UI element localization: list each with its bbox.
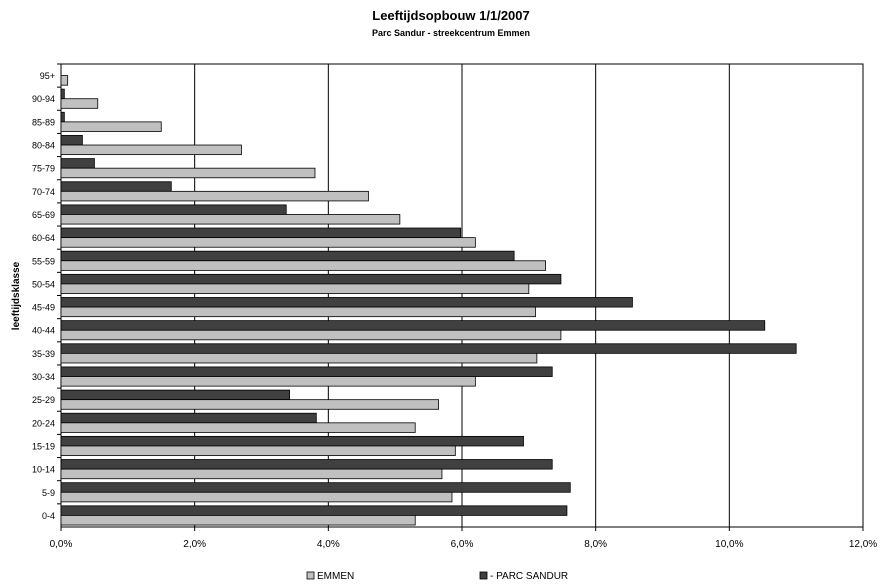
bars-group bbox=[60, 75, 797, 526]
y-tick-label: 15-19 bbox=[32, 441, 55, 451]
y-tick-label: 0-4 bbox=[42, 511, 55, 521]
y-tick-labels: 0-4 5-9 10-14 15-19 20-24 25-29 30-34 35-39 40-4… bbox=[32, 63, 61, 521]
chart-subtitle: Parc Sandur - streekcentrum Emmen bbox=[372, 28, 530, 38]
bar-emmen bbox=[60, 283, 530, 294]
bar-emmen bbox=[60, 468, 443, 480]
chart-title: Leeftijdsopbouw 1/1/2007 bbox=[372, 8, 530, 23]
bar-parc-sandur bbox=[60, 181, 172, 192]
legend-label-emmen: EMMEN bbox=[317, 571, 354, 582]
bar-emmen bbox=[60, 75, 69, 86]
bar-emmen bbox=[60, 352, 538, 364]
bar-emmen bbox=[60, 445, 456, 456]
bar-emmen bbox=[60, 376, 476, 387]
y-tick-label: 35-39 bbox=[32, 349, 55, 359]
bar-emmen bbox=[60, 399, 440, 410]
bar-parc-sandur bbox=[60, 135, 83, 146]
bar-parc-sandur bbox=[60, 459, 553, 470]
bar-emmen bbox=[60, 260, 546, 271]
x-tick-label: 6,0% bbox=[451, 539, 474, 550]
legend-label-parc-sandur: - PARC SANDUR bbox=[490, 571, 568, 582]
y-tick-label: 55-59 bbox=[32, 256, 55, 266]
bar-emmen bbox=[60, 121, 162, 132]
bar-emmen bbox=[60, 214, 401, 225]
x-tick-label: 0,0% bbox=[50, 539, 73, 550]
x-tick-label: 2,0% bbox=[183, 539, 206, 550]
x-tick-label: 8,0% bbox=[584, 539, 607, 550]
bar-parc-sandur bbox=[60, 412, 317, 424]
x-tick-label: 10,0% bbox=[715, 539, 743, 550]
bar-parc-sandur bbox=[60, 297, 633, 308]
bar-parc-sandur bbox=[60, 505, 568, 516]
y-tick-label: 65-69 bbox=[32, 210, 55, 220]
y-tick-label: 60-64 bbox=[32, 233, 55, 243]
bar-parc-sandur bbox=[60, 482, 571, 493]
bar-emmen bbox=[60, 237, 476, 248]
y-tick-label: 5-9 bbox=[42, 488, 55, 498]
y-tick-label: 80-84 bbox=[32, 141, 55, 151]
legend-swatch-parc-sandur bbox=[479, 571, 488, 580]
y-tick-label: 70-74 bbox=[32, 187, 55, 197]
bar-parc-sandur bbox=[60, 227, 462, 239]
bar-parc-sandur bbox=[60, 320, 766, 331]
y-tick-label: 75-79 bbox=[32, 164, 55, 174]
bar-parc-sandur bbox=[60, 389, 290, 401]
legend-swatch-emmen bbox=[306, 571, 315, 580]
bar-emmen bbox=[60, 329, 562, 341]
bar-emmen bbox=[60, 491, 453, 503]
bar-emmen bbox=[60, 167, 316, 179]
bar-parc-sandur bbox=[60, 88, 65, 100]
y-axis-title: leeftijdsklasse bbox=[11, 261, 22, 330]
bar-emmen bbox=[60, 306, 536, 318]
bar-emmen bbox=[60, 422, 416, 433]
y-tick-label: 85-89 bbox=[32, 117, 55, 127]
bar-parc-sandur bbox=[60, 204, 287, 215]
y-tick-label: 40-44 bbox=[32, 326, 55, 336]
x-tick-labels: 0,0% 2,0% 4,0% 6,0% 8,0% 10,0% 12,0% bbox=[50, 539, 878, 550]
y-tick-label: 25-29 bbox=[32, 395, 55, 405]
y-tick-label: 95+ bbox=[40, 71, 55, 81]
y-tick-label: 30-34 bbox=[32, 372, 55, 382]
bar-emmen bbox=[60, 190, 369, 202]
y-tick-label: 50-54 bbox=[32, 279, 55, 289]
x-tick-label: 12,0% bbox=[849, 539, 877, 550]
y-tick-label: 20-24 bbox=[32, 418, 55, 428]
bar-emmen bbox=[60, 98, 99, 109]
bar-parc-sandur bbox=[60, 250, 515, 262]
legend: EMMEN - PARC SANDUR bbox=[306, 571, 568, 582]
x-tick-label: 4,0% bbox=[317, 539, 340, 550]
bar-parc-sandur bbox=[60, 111, 65, 123]
bar-parc-sandur bbox=[60, 158, 95, 169]
y-tick-label: 45-49 bbox=[32, 303, 55, 313]
bar-parc-sandur bbox=[60, 343, 797, 354]
bar-parc-sandur bbox=[60, 435, 524, 447]
y-tick-label: 10-14 bbox=[32, 465, 55, 475]
bar-parc-sandur bbox=[60, 273, 562, 285]
bar-emmen bbox=[60, 144, 242, 156]
bar-emmen bbox=[60, 515, 416, 526]
bar-parc-sandur bbox=[60, 366, 553, 377]
y-tick-label: 90-94 bbox=[32, 94, 55, 104]
